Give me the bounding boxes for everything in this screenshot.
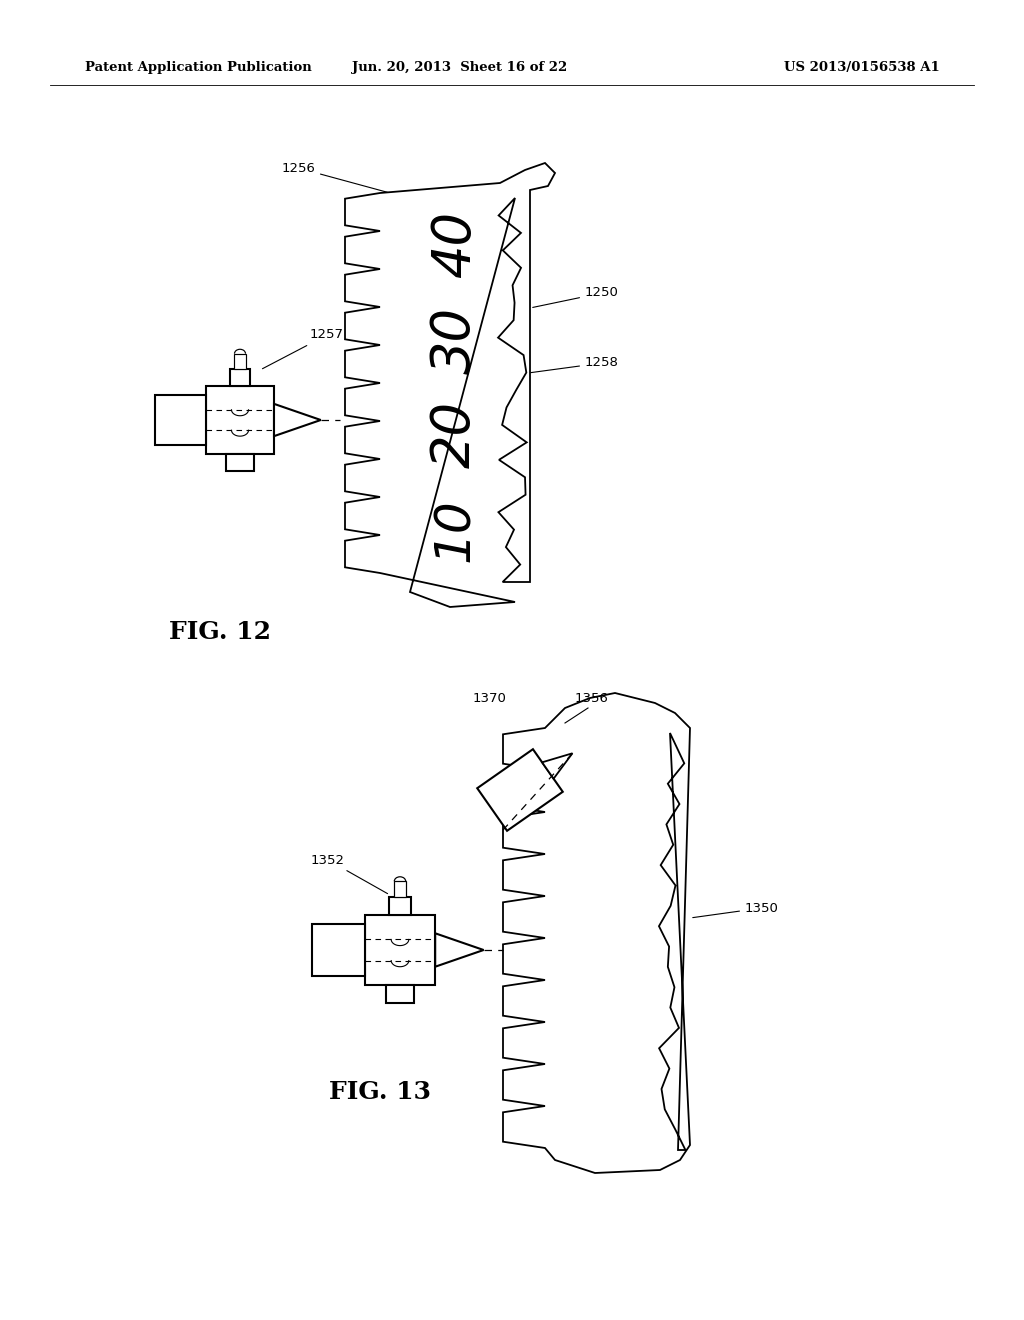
Text: 1370: 1370 bbox=[473, 692, 507, 705]
Text: 1350: 1350 bbox=[693, 902, 779, 917]
Bar bbox=[229, 370, 250, 385]
Text: 10: 10 bbox=[431, 498, 479, 562]
Text: US 2013/0156538 A1: US 2013/0156538 A1 bbox=[784, 62, 940, 74]
Text: 1256: 1256 bbox=[282, 161, 387, 193]
Text: Jun. 20, 2013  Sheet 16 of 22: Jun. 20, 2013 Sheet 16 of 22 bbox=[352, 62, 567, 74]
Bar bbox=[234, 354, 246, 370]
Bar bbox=[389, 898, 411, 915]
Bar bbox=[386, 985, 414, 1003]
Polygon shape bbox=[345, 162, 555, 607]
Bar bbox=[226, 454, 254, 471]
Bar bbox=[365, 915, 435, 985]
Polygon shape bbox=[435, 933, 483, 966]
Polygon shape bbox=[477, 750, 563, 830]
Text: FIG. 13: FIG. 13 bbox=[329, 1080, 431, 1104]
Text: 1258: 1258 bbox=[530, 356, 618, 372]
Text: 1356: 1356 bbox=[575, 692, 609, 705]
Text: 20: 20 bbox=[429, 401, 481, 469]
Text: Patent Application Publication: Patent Application Publication bbox=[85, 62, 311, 74]
Text: 1250: 1250 bbox=[532, 286, 618, 308]
Polygon shape bbox=[542, 754, 572, 779]
Text: 40: 40 bbox=[429, 211, 481, 279]
Text: 1352: 1352 bbox=[311, 854, 387, 894]
Bar bbox=[155, 396, 206, 445]
Polygon shape bbox=[274, 404, 321, 436]
Bar bbox=[206, 385, 274, 454]
Text: 1257: 1257 bbox=[262, 329, 344, 368]
Text: FIG. 12: FIG. 12 bbox=[169, 620, 271, 644]
Polygon shape bbox=[503, 693, 690, 1173]
Text: 30: 30 bbox=[429, 306, 481, 374]
Bar bbox=[312, 924, 365, 975]
Bar bbox=[394, 882, 406, 898]
